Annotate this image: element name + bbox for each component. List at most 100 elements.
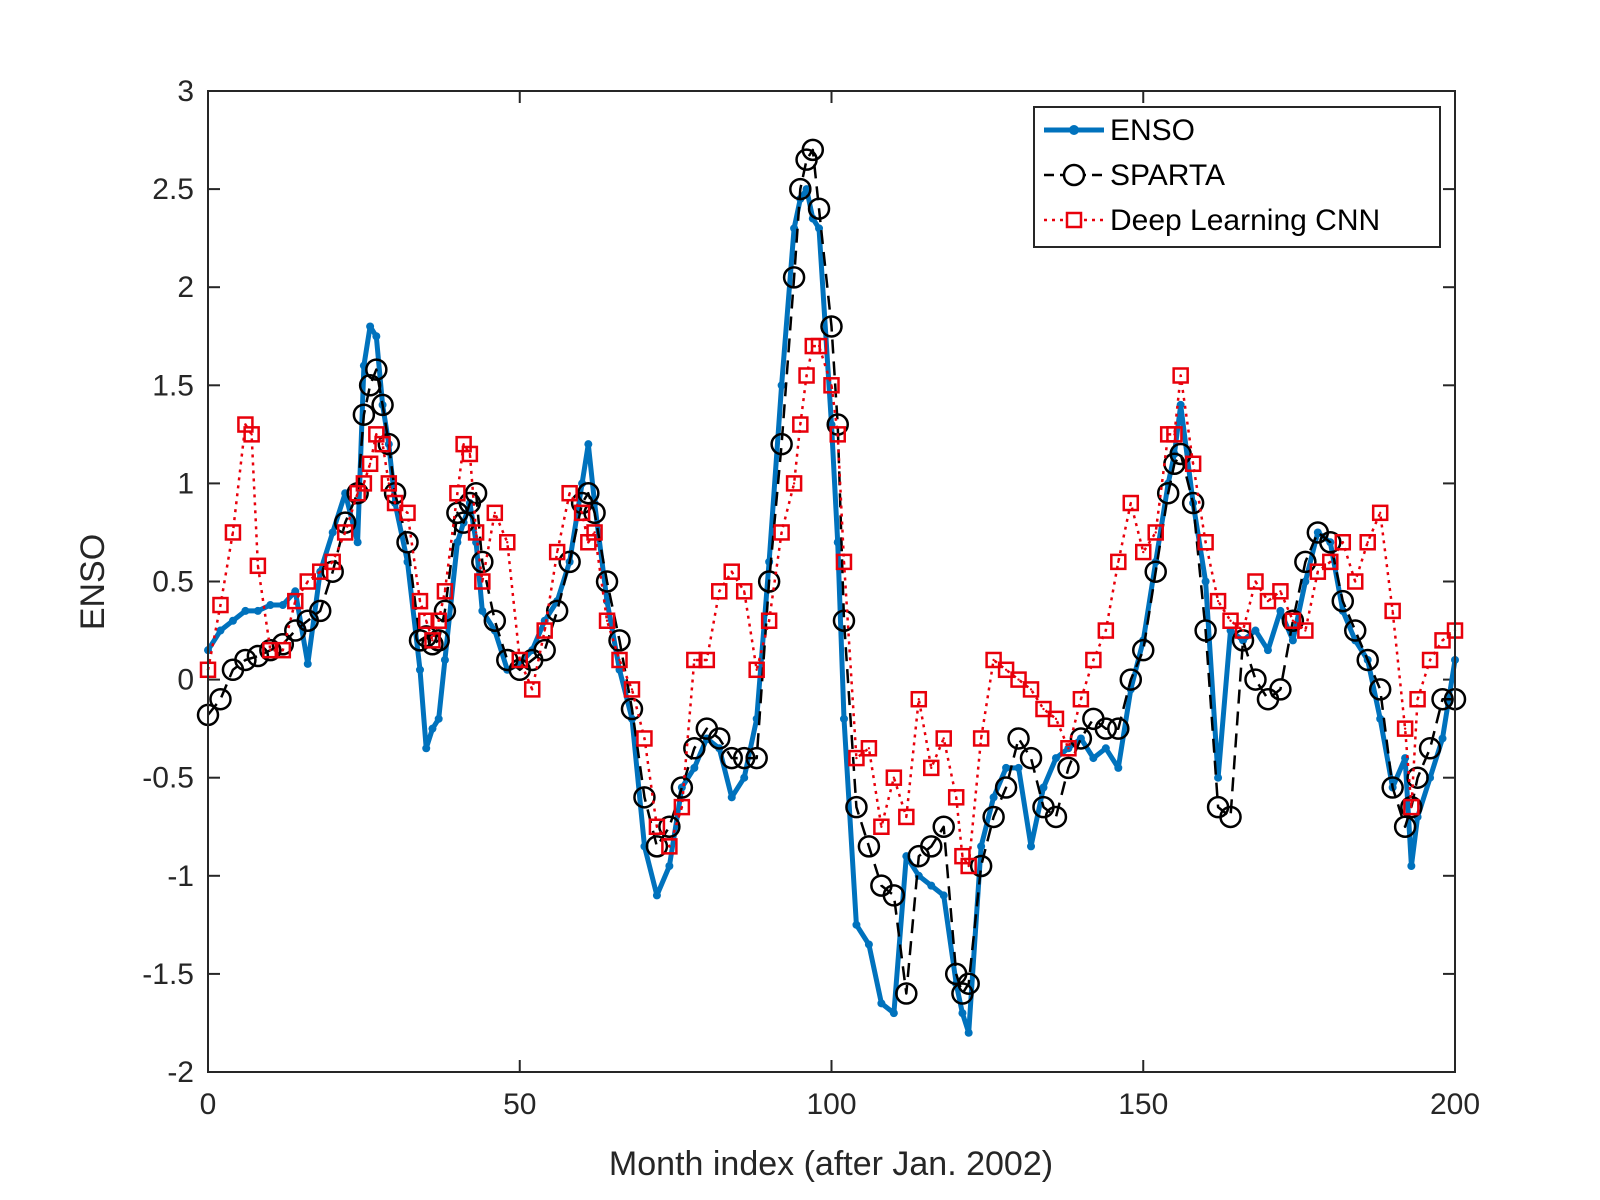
data-point-sparta: [770, 432, 793, 456]
data-point-center-deep-learning-cnn: [580, 511, 584, 515]
data-point-deep-learning-cnn: [611, 651, 628, 669]
data-point-center-deep-learning-cnn: [767, 619, 771, 622]
x-axis-label: Month index (after Jan. 2002): [609, 1145, 1053, 1183]
data-point-enso: [839, 714, 848, 723]
data-point-deep-learning-cnn: [1184, 455, 1202, 473]
data-point-sparta: [545, 599, 569, 623]
data-point-center-deep-learning-cnn: [668, 845, 671, 848]
y-tick-label: -2: [167, 1056, 194, 1089]
data-point-sparta: [1331, 589, 1355, 613]
data-point-deep-learning-cnn: [1346, 573, 1364, 590]
x-tick-label: 150: [1118, 1088, 1168, 1121]
data-point-center-deep-learning-cnn: [456, 492, 459, 495]
data-point-sparta: [1007, 727, 1030, 750]
data-point-enso: [241, 606, 250, 615]
data-point-enso: [428, 724, 437, 733]
data-point-enso: [328, 528, 337, 537]
data-point-center-deep-learning-cnn: [437, 619, 440, 622]
data-point-center-deep-learning-cnn: [1304, 629, 1307, 632]
data-point-center-deep-learning-cnn: [443, 590, 447, 593]
data-point-enso: [665, 861, 674, 870]
data-point-center-deep-learning-cnn: [1291, 619, 1295, 622]
data-point-sparta: [1057, 756, 1080, 780]
data-point-deep-learning-cnn: [636, 730, 653, 747]
data-point-sparta: [1294, 550, 1317, 574]
data-point-sparta: [732, 746, 756, 770]
data-point-center-deep-learning-cnn: [992, 658, 995, 662]
data-point-enso: [266, 601, 275, 610]
plot-series: [196, 138, 1467, 1037]
data-point-sparta: [1431, 687, 1454, 711]
data-point-sparta: [994, 776, 1018, 799]
data-point-center-deep-learning-cnn: [319, 570, 322, 573]
data-point-center-deep-learning-cnn: [406, 511, 409, 515]
data-point-sparta: [1356, 648, 1379, 672]
data-point-sparta: [471, 550, 494, 574]
data-point-enso: [1438, 734, 1447, 743]
data-point-deep-learning-cnn: [686, 651, 703, 669]
data-point-enso: [1288, 636, 1297, 645]
data-point-sparta: [957, 972, 980, 995]
data-point-deep-learning-cnn: [1209, 592, 1227, 610]
data-point-center-deep-learning-cnn: [618, 658, 621, 662]
data-point-deep-learning-cnn: [380, 475, 398, 492]
data-point-deep-learning-cnn: [673, 798, 691, 816]
data-point-center-deep-learning-cnn: [281, 648, 285, 652]
data-point-enso: [652, 891, 661, 900]
data-point-deep-learning-cnn: [985, 651, 1002, 669]
data-point-center-deep-learning-cnn: [693, 658, 696, 662]
data-point-enso: [727, 793, 736, 802]
data-point-deep-learning-cnn: [467, 524, 485, 541]
data-point-sparta: [1144, 560, 1167, 583]
data-point-deep-learning-cnn: [873, 818, 890, 835]
data-point-sparta: [408, 629, 432, 652]
data-point-sparta: [1107, 717, 1130, 740]
data-point-enso: [303, 659, 312, 668]
data-point-deep-learning-cnn: [1259, 592, 1277, 610]
data-point-enso: [989, 793, 998, 802]
data-point-deep-learning-cnn: [399, 504, 416, 522]
data-point-sparta: [1343, 619, 1367, 642]
data-point-deep-learning-cnn: [723, 563, 740, 580]
data-point-deep-learning-cnn: [1334, 534, 1352, 551]
data-point-deep-learning-cnn: [711, 583, 728, 600]
data-point-sparta: [396, 531, 419, 554]
data-point-enso: [1089, 754, 1098, 763]
data-point-center-deep-learning-cnn: [1004, 668, 1008, 671]
data-point-center-deep-learning-cnn: [294, 599, 297, 603]
data-point-sparta: [633, 786, 656, 809]
data-point-center-deep-learning-cnn: [425, 619, 428, 622]
data-point-enso: [584, 440, 593, 449]
data-point-enso: [939, 891, 948, 900]
data-point-deep-learning-cnn: [511, 651, 528, 669]
data-point-sparta: [234, 648, 257, 672]
data-point-center-deep-learning-cnn: [961, 854, 964, 858]
data-point-deep-learning-cnn: [586, 524, 603, 541]
data-point-deep-learning-cnn: [823, 377, 840, 394]
data-point-center-deep-learning-cnn: [1117, 560, 1120, 564]
data-point-sparta: [932, 815, 955, 838]
data-point-deep-learning-cnn: [972, 730, 990, 747]
data-point-sparta: [683, 737, 706, 760]
data-point-deep-learning-cnn: [355, 475, 373, 492]
data-point-enso: [1276, 606, 1285, 615]
data-point-center-deep-learning-cnn: [381, 442, 384, 446]
y-tick-label: 1.5: [152, 369, 194, 402]
y-tick-label: 3: [177, 75, 194, 108]
data-point-center-deep-learning-cnn: [718, 590, 721, 593]
data-point-deep-learning-cnn: [623, 681, 641, 698]
data-point-center-deep-learning-cnn: [1316, 570, 1320, 573]
data-point-center-deep-learning-cnn: [593, 531, 596, 534]
data-point-enso: [353, 538, 362, 547]
data-point-center-deep-learning-cnn: [1410, 805, 1413, 809]
data-point-deep-learning-cnn: [1284, 612, 1302, 629]
data-point-sparta: [1044, 805, 1068, 829]
data-point-sparta: [595, 570, 619, 593]
data-point-center-deep-learning-cnn: [543, 629, 546, 632]
data-point-sparta: [352, 403, 376, 426]
data-point-deep-learning-cnn: [648, 818, 666, 835]
data-point-center-deep-learning-cnn: [730, 570, 733, 573]
data-point-deep-learning-cnn: [910, 690, 928, 708]
data-point-deep-learning-cnn: [798, 367, 815, 384]
y-tick-label: 0: [177, 664, 194, 697]
